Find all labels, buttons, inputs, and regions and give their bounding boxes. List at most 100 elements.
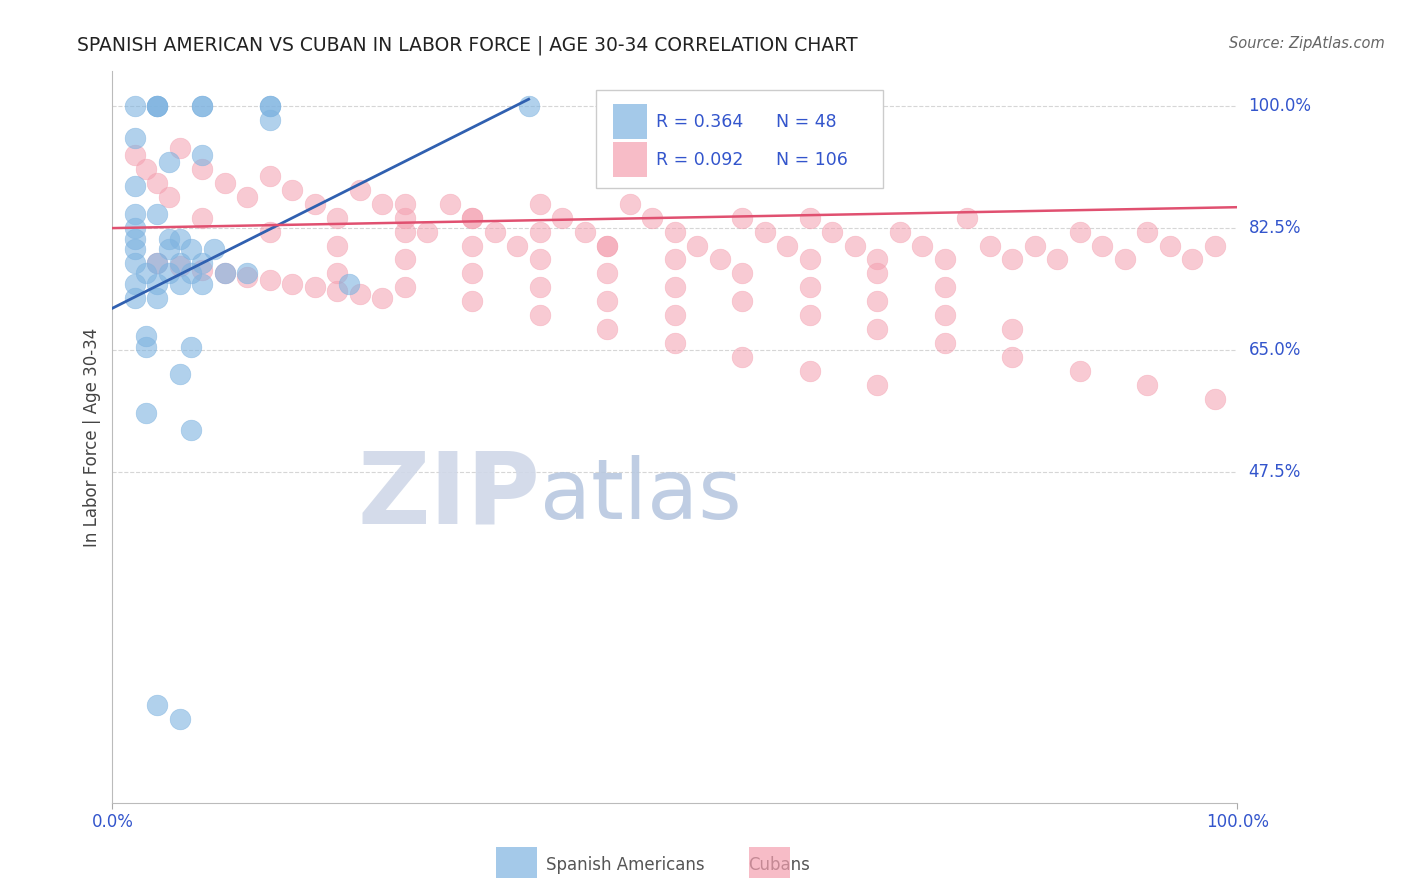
Point bbox=[619, 196, 641, 211]
Point bbox=[1159, 238, 1181, 252]
Point bbox=[124, 277, 146, 291]
Point bbox=[394, 225, 416, 239]
Point bbox=[731, 266, 754, 280]
Point bbox=[821, 225, 844, 239]
Point bbox=[439, 196, 461, 211]
Point bbox=[866, 377, 889, 392]
Point bbox=[461, 238, 484, 252]
Point bbox=[529, 196, 551, 211]
Point bbox=[259, 225, 281, 239]
Point bbox=[484, 225, 506, 239]
Point bbox=[776, 238, 799, 252]
Point bbox=[259, 273, 281, 287]
Point bbox=[349, 183, 371, 197]
Point bbox=[596, 322, 619, 336]
Point bbox=[371, 196, 394, 211]
Point bbox=[731, 350, 754, 364]
Point bbox=[180, 242, 202, 256]
Point bbox=[529, 280, 551, 294]
Point bbox=[169, 256, 191, 270]
Point bbox=[461, 211, 484, 225]
Point bbox=[394, 196, 416, 211]
Point bbox=[1136, 225, 1159, 239]
Point bbox=[1181, 252, 1204, 267]
Point bbox=[866, 294, 889, 309]
Point bbox=[146, 698, 169, 713]
Text: R = 0.092: R = 0.092 bbox=[655, 151, 744, 169]
Text: R = 0.364: R = 0.364 bbox=[655, 112, 742, 131]
Point bbox=[236, 190, 259, 204]
Point bbox=[349, 287, 371, 301]
Point bbox=[866, 322, 889, 336]
Point bbox=[731, 294, 754, 309]
Point bbox=[394, 211, 416, 225]
Text: N = 48: N = 48 bbox=[776, 112, 837, 131]
Point bbox=[191, 148, 214, 162]
Point bbox=[180, 266, 202, 280]
Point bbox=[169, 231, 191, 245]
Point bbox=[146, 256, 169, 270]
Point bbox=[326, 211, 349, 225]
Point bbox=[202, 242, 225, 256]
Point bbox=[236, 266, 259, 280]
Point bbox=[169, 260, 191, 274]
Point bbox=[517, 99, 540, 113]
Point bbox=[191, 263, 214, 277]
Point bbox=[1046, 252, 1069, 267]
Point bbox=[1114, 252, 1136, 267]
Point bbox=[1136, 377, 1159, 392]
Point bbox=[754, 225, 776, 239]
Point bbox=[214, 176, 236, 190]
Text: Cubans: Cubans bbox=[748, 856, 810, 874]
Point bbox=[259, 113, 281, 128]
Text: ZIP: ZIP bbox=[357, 447, 540, 544]
Point bbox=[124, 242, 146, 256]
Point bbox=[664, 308, 686, 322]
Point bbox=[259, 99, 281, 113]
Point bbox=[1204, 238, 1226, 252]
Point bbox=[157, 155, 180, 169]
Point bbox=[326, 266, 349, 280]
Point bbox=[191, 277, 214, 291]
Point bbox=[934, 308, 956, 322]
Point bbox=[124, 231, 146, 245]
Point bbox=[529, 308, 551, 322]
Point bbox=[135, 329, 157, 343]
Point bbox=[146, 291, 169, 305]
Point bbox=[191, 211, 214, 225]
Text: Spanish Americans: Spanish Americans bbox=[546, 856, 704, 874]
Point bbox=[1204, 392, 1226, 406]
Point bbox=[461, 266, 484, 280]
Point bbox=[956, 211, 979, 225]
Text: 47.5%: 47.5% bbox=[1249, 463, 1301, 481]
Point bbox=[146, 256, 169, 270]
Text: 100.0%: 100.0% bbox=[1249, 97, 1312, 115]
Point bbox=[934, 280, 956, 294]
Point bbox=[664, 225, 686, 239]
Point bbox=[157, 190, 180, 204]
Point bbox=[124, 130, 146, 145]
Point bbox=[529, 225, 551, 239]
Point bbox=[664, 336, 686, 351]
Point bbox=[911, 238, 934, 252]
Text: atlas: atlas bbox=[540, 455, 741, 536]
Bar bbox=[613, 143, 647, 178]
Point bbox=[191, 99, 214, 113]
Point bbox=[169, 712, 191, 726]
Point bbox=[124, 99, 146, 113]
Point bbox=[506, 238, 529, 252]
Point bbox=[169, 141, 191, 155]
Point bbox=[394, 252, 416, 267]
Point bbox=[326, 284, 349, 298]
Point bbox=[596, 294, 619, 309]
Point bbox=[1069, 225, 1091, 239]
Point bbox=[461, 211, 484, 225]
Point bbox=[596, 238, 619, 252]
Point bbox=[281, 183, 304, 197]
Point bbox=[461, 294, 484, 309]
Point bbox=[1001, 322, 1024, 336]
Point bbox=[574, 225, 596, 239]
Point bbox=[1001, 350, 1024, 364]
Point bbox=[146, 207, 169, 221]
Text: N = 106: N = 106 bbox=[776, 151, 848, 169]
